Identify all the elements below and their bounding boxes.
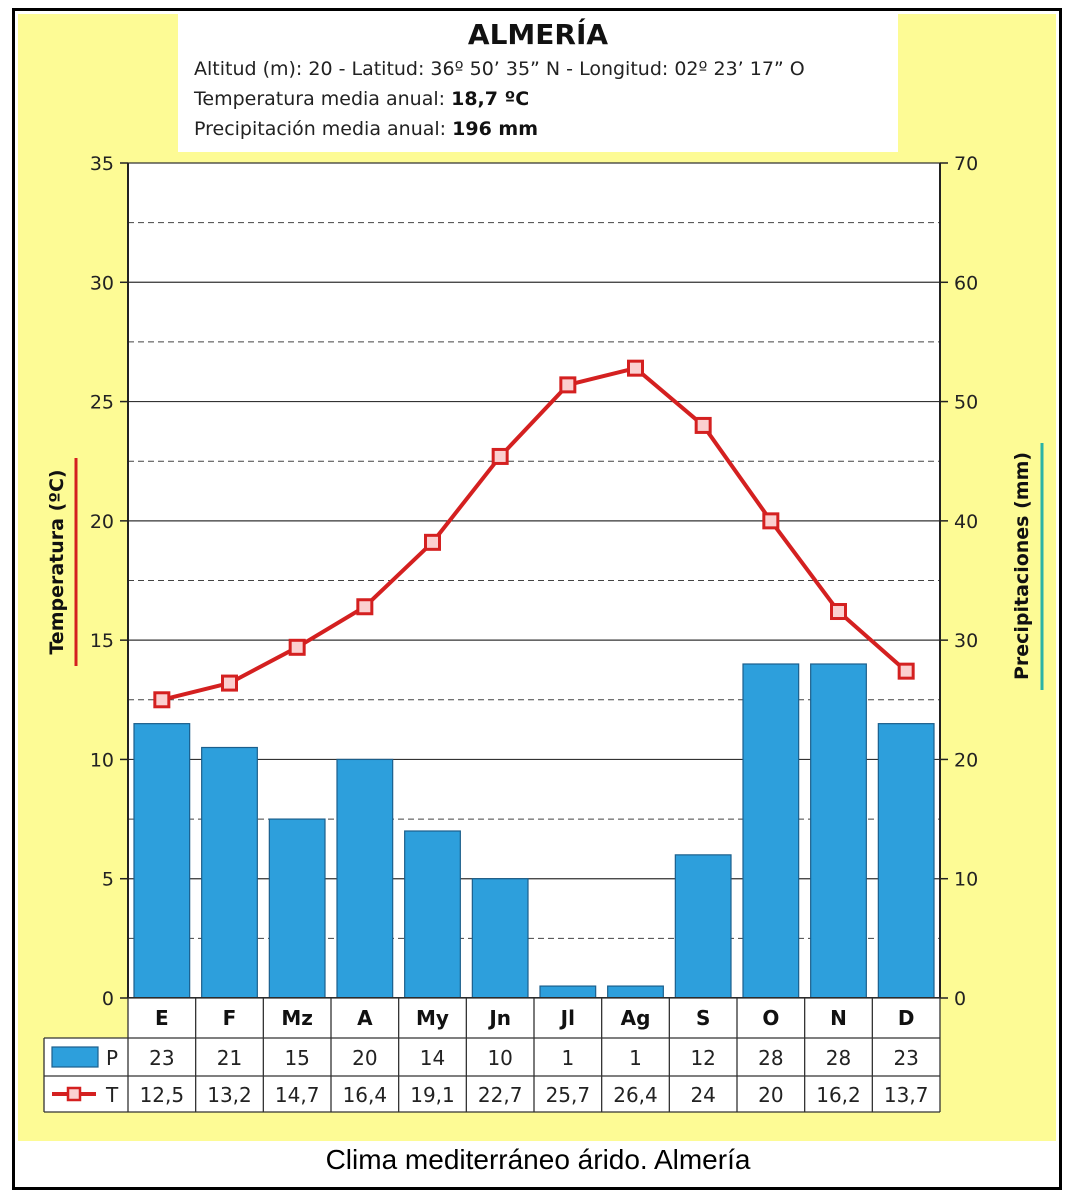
temperature-point [491, 447, 509, 465]
precipitation-bar [336, 758, 394, 999]
precipitation-bar [674, 854, 732, 999]
temperature-point [288, 638, 306, 656]
legend-label-temperature: T [105, 1083, 119, 1107]
right-tick-label: 50 [954, 392, 978, 414]
month-label: S [696, 1006, 710, 1030]
precipitation-value: 23 [149, 1046, 174, 1070]
month-label: Mz [281, 1006, 313, 1030]
left-tick-label: 0 [102, 988, 114, 1010]
precipitation-bar [810, 663, 867, 999]
values-table-bg [44, 1038, 940, 1112]
precipitation-value: 21 [217, 1046, 242, 1070]
legend-label-precipitation: P [106, 1046, 118, 1070]
left-tick-label: 30 [90, 272, 114, 294]
temperature-point [559, 376, 577, 394]
annual-temp-value: 18,7 ºC [451, 88, 530, 110]
right-tick-label: 0 [954, 988, 966, 1010]
temperature-point [897, 662, 915, 680]
temperature-value: 22,7 [478, 1083, 523, 1107]
y2-axis-title: Precipitaciones (mm) [1011, 452, 1033, 680]
precipitation-value: 28 [758, 1046, 783, 1070]
month-label: D [898, 1006, 915, 1030]
right-tick-label: 70 [954, 153, 978, 175]
precipitation-bar [877, 723, 935, 999]
temperature-line [161, 366, 908, 702]
precipitation-value: 14 [420, 1046, 445, 1070]
precipitation-bar [471, 878, 529, 999]
temperature-point [830, 603, 847, 621]
annual-temp-info: Temperatura media anual: 18,7 ºC [194, 88, 529, 110]
chart-caption: Clima mediterráneo árido. Almería [325, 1144, 751, 1175]
temperature-point [627, 359, 644, 377]
annual-precip-value: 196 mm [452, 118, 538, 140]
precipitation-bar [539, 985, 597, 999]
left-tick-label: 35 [90, 153, 114, 175]
temperature-point [356, 598, 374, 616]
temperature-point [424, 533, 441, 551]
chart-title: ALMERÍA [467, 18, 609, 51]
month-label: N [830, 1006, 847, 1030]
temperature-value: 20 [758, 1083, 783, 1107]
header-panel: ALMERÍA Altitud (m): 20 - Latitud: 36º 5… [178, 14, 898, 152]
month-label: My [416, 1006, 449, 1030]
precipitation-bar [742, 663, 800, 999]
month-label: F [223, 1006, 237, 1030]
month-label: Jl [559, 1006, 575, 1030]
right-tick-label: 10 [954, 869, 978, 891]
temperature-value: 16,2 [816, 1083, 861, 1107]
temperature-value: 13,2 [207, 1083, 252, 1107]
annual-precip-info: Precipitación media anual: 196 mm [194, 118, 538, 140]
temperature-value: 24 [690, 1083, 715, 1107]
precipitation-bar [201, 746, 258, 999]
precipitation-bar [404, 830, 461, 999]
month-label: E [155, 1006, 169, 1030]
right-tick-label: 40 [954, 511, 978, 533]
temperature-value: 25,7 [546, 1083, 591, 1107]
left-tick-label: 25 [90, 392, 114, 414]
legend-key-temperature-marker [66, 1086, 82, 1102]
temperature-value: 19,1 [410, 1083, 455, 1107]
precipitation-value: 1 [561, 1046, 574, 1070]
precipitation-value: 28 [826, 1046, 851, 1070]
precipitation-value: 15 [284, 1046, 309, 1070]
temperature-point [694, 416, 712, 434]
precipitation-bar [268, 818, 326, 999]
right-tick-label: 30 [954, 630, 978, 652]
month-label: Ag [621, 1006, 651, 1030]
precipitation-bar [133, 723, 191, 999]
precipitation-value: 23 [893, 1046, 918, 1070]
left-tick-label: 10 [90, 749, 114, 771]
left-tick-label: 15 [90, 630, 114, 652]
month-label: A [357, 1006, 373, 1030]
temperature-point [221, 674, 238, 692]
month-label: Jn [487, 1006, 511, 1030]
month-label: O [762, 1006, 779, 1030]
annual-temp-label: Temperatura media anual: [194, 88, 446, 110]
temperature-value: 16,4 [343, 1083, 388, 1107]
right-tick-label: 60 [954, 272, 978, 294]
temperature-value: 13,7 [884, 1083, 929, 1107]
precipitation-value: 1 [629, 1046, 642, 1070]
temperature-point [153, 691, 171, 709]
right-tick-label: 20 [954, 749, 978, 771]
precipitation-bar [607, 985, 664, 999]
temperature-value: 12,5 [140, 1083, 185, 1107]
precipitation-value: 12 [690, 1046, 715, 1070]
left-tick-label: 5 [102, 869, 114, 891]
temperature-point [762, 512, 780, 530]
annual-precip-label: Precipitación media anual: [194, 118, 447, 140]
temperature-value: 14,7 [275, 1083, 320, 1107]
temperature-value: 26,4 [613, 1083, 658, 1107]
legend-key-precipitation [51, 1046, 99, 1068]
precipitation-value: 20 [352, 1046, 377, 1070]
y-axis-title: Temperatura (ºC) [46, 469, 68, 654]
location-info: Altitud (m): 20 - Latitud: 36º 50’ 35” N… [194, 58, 805, 80]
precipitation-value: 10 [487, 1046, 512, 1070]
left-tick-label: 20 [90, 511, 114, 533]
